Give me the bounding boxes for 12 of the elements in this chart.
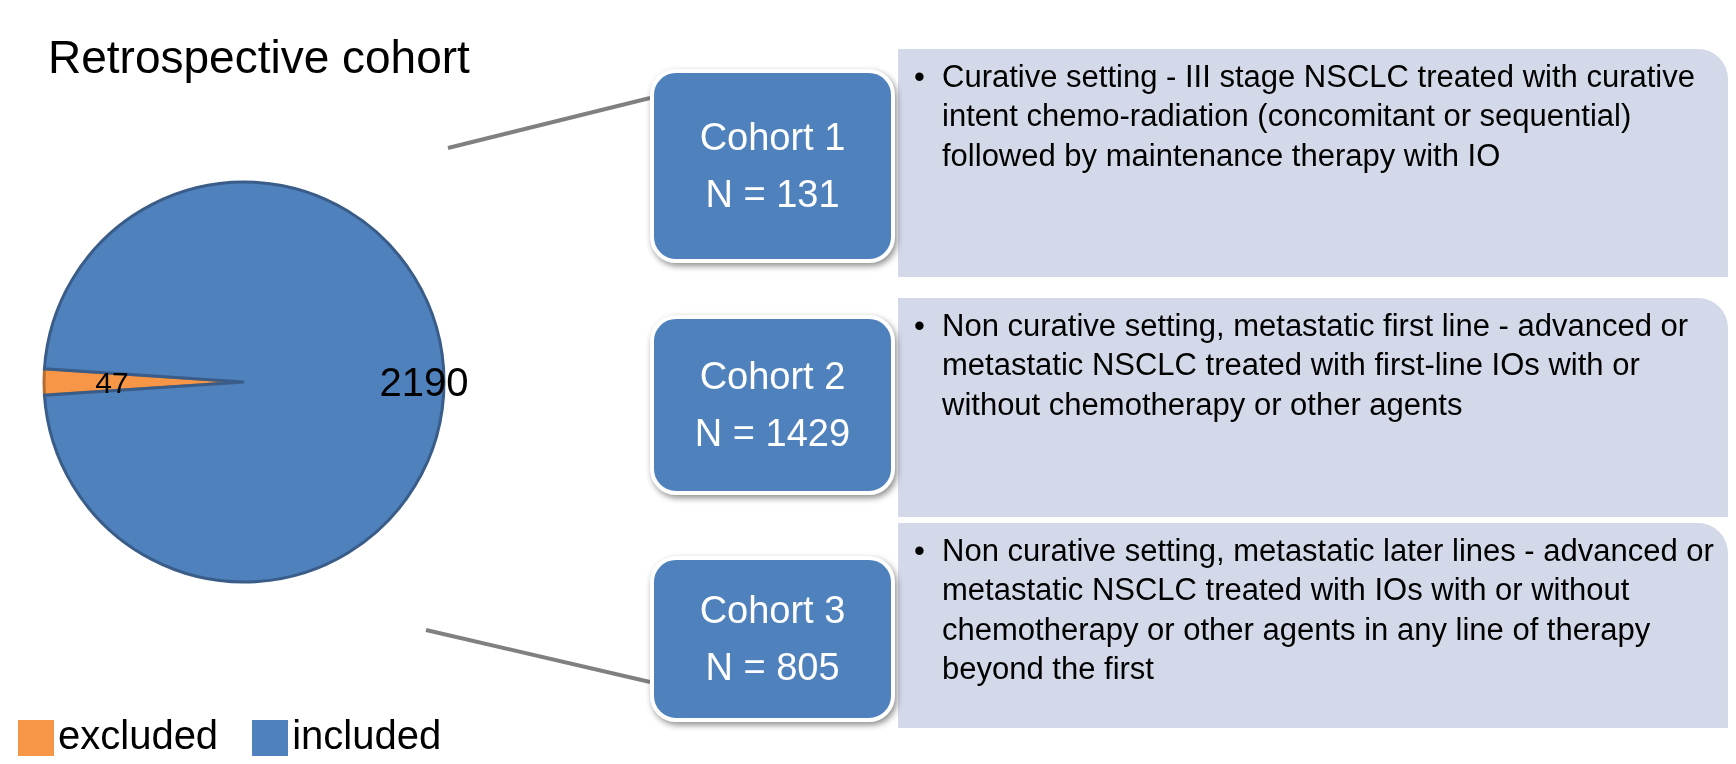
text: Cohort 1 [699,116,846,159]
text: Cohort 2 [699,355,846,398]
text: • Non curative setting, metastatic first line - advanced or metastatic NSCLC treated with first-line IOs with or without chemotherapy or other agents [914,307,1690,424]
legend-label: included [292,713,442,757]
text: N = 131 [705,173,840,216]
text: Cohort 3 [699,589,846,632]
text: N = 805 [705,646,840,689]
chart-title: Retrospective cohort [48,30,470,84]
text: N = 1429 [694,412,851,455]
legend-label: excluded [58,713,219,757]
text: • Curative setting - III stage NSCLC treated with curative intent chemo-radiation (concomitant or sequential) followed by maintenance therapy with IO [914,58,1696,175]
text: • Non curative setting, metastatic later lines - advanced or metastatic NSCLC treated with IOs with or without chemotherapy or other agents in any line of therapy beyond the first [914,532,1715,689]
